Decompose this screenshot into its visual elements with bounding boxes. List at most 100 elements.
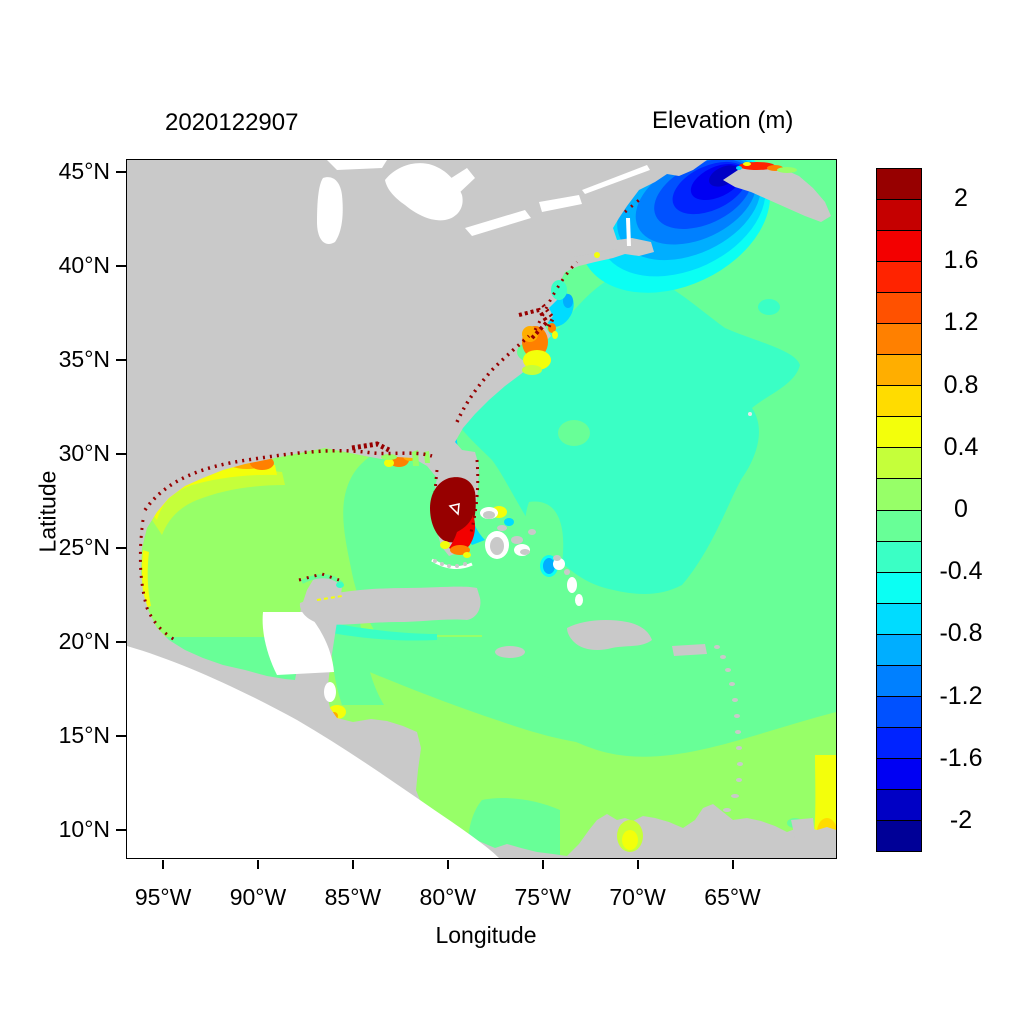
colorbar-segment xyxy=(877,478,921,510)
y-tick-label: 45°N xyxy=(58,158,110,185)
colorbar-tick-label: 1.2 xyxy=(943,308,979,337)
colorbar-segment xyxy=(877,633,921,665)
ocean-water xyxy=(127,160,836,858)
yucatan-north-band xyxy=(301,574,344,586)
y-tick-mark xyxy=(116,734,126,737)
ocean-bahama-cyan-spot xyxy=(504,518,514,526)
colorbar-segment xyxy=(877,664,921,696)
ocean-exuma-blue-spot xyxy=(543,558,555,574)
delaware-teal xyxy=(551,280,567,300)
elevation-map xyxy=(127,160,836,858)
ocean-hatteras-blue-dot xyxy=(563,294,573,308)
x-tick-label: 85°W xyxy=(324,884,382,910)
y-tick-label: 30°N xyxy=(58,440,110,467)
map-plot-area xyxy=(126,159,837,859)
plot-title-date: 2020122907 xyxy=(165,109,299,136)
great-lakes xyxy=(317,160,650,246)
ocean-caribbean-north-band xyxy=(317,622,672,745)
colorbar-tick-label: -2 xyxy=(949,805,973,834)
colorbar-segment xyxy=(877,602,921,634)
x-axis-label: Longitude xyxy=(435,922,537,948)
x-tick-mark xyxy=(541,860,544,869)
x-tick-mark xyxy=(351,860,354,869)
colorbar-segment xyxy=(877,169,921,200)
colorbar-segment xyxy=(877,695,921,727)
cuba-north-yellow-dash xyxy=(316,595,343,601)
land xyxy=(127,160,836,858)
apalachicola-bay xyxy=(381,454,397,460)
colorbar-segment xyxy=(877,199,921,231)
land-hispaniola xyxy=(567,620,652,650)
land-trinidad xyxy=(791,818,815,838)
colorbar-tick-label: 1.6 xyxy=(943,246,979,275)
colorbar xyxy=(876,168,922,852)
y-tick-mark xyxy=(116,453,126,456)
ocean-blob-green-tongue xyxy=(525,501,564,607)
land-bahamas xyxy=(480,507,583,606)
ocean-yucatan-channel xyxy=(331,615,384,705)
colorbar-segment xyxy=(877,292,921,324)
nodata-pacific xyxy=(127,646,499,858)
y-tick-mark xyxy=(116,171,126,174)
y-tick-label: 35°N xyxy=(58,346,110,373)
colorbar-segment xyxy=(877,354,921,386)
x-tick-mark xyxy=(731,860,734,869)
y-tick-mark xyxy=(116,640,126,643)
colorbar-segment xyxy=(877,726,921,758)
colorbar-tick-label: 0.8 xyxy=(943,370,979,399)
land-north-and-central-america xyxy=(127,160,836,858)
plot-title-elevation: Elevation (m) xyxy=(652,107,794,134)
y-tick-label: 20°N xyxy=(58,627,110,654)
y-tick-label: 15°N xyxy=(58,721,110,748)
colorbar-segment xyxy=(877,571,921,603)
y-tick-mark xyxy=(116,546,126,549)
land-nova-scotia xyxy=(723,163,831,222)
colorbar-tick-label: -1.2 xyxy=(939,681,983,710)
x-tick-label: 90°W xyxy=(229,884,287,910)
colorbar-tick-label: 2 xyxy=(954,184,968,213)
colorbar-tick-label: 0 xyxy=(954,495,968,523)
coastal-overlays xyxy=(138,162,797,852)
land-bermuda xyxy=(748,412,752,416)
x-tick-mark xyxy=(162,860,165,869)
colorbar-segment xyxy=(877,819,921,852)
y-tick-mark xyxy=(116,265,126,268)
ocean-small-negative-spot xyxy=(758,299,780,315)
colorbar-tick-label: 0.4 xyxy=(943,432,979,461)
colorbar-segment xyxy=(877,540,921,572)
chesapeake-yellow xyxy=(552,331,558,339)
x-tick-label: 95°W xyxy=(134,884,192,910)
colorbar-tick-label: -1.6 xyxy=(939,743,983,772)
colorbar-segment xyxy=(877,447,921,479)
colorbar-segment xyxy=(877,261,921,293)
lake-maracaibo xyxy=(617,820,643,852)
colorbar-segment xyxy=(877,385,921,417)
land-cuba xyxy=(299,586,481,625)
colorbar-segment xyxy=(877,757,921,789)
ocean-south-cuba-teal xyxy=(327,622,437,641)
nodata-belize xyxy=(324,682,336,702)
y-tick-mark xyxy=(116,359,126,362)
nodata-campeche xyxy=(262,612,334,675)
ocean-blob-green-hole xyxy=(558,420,590,446)
x-tick-mark xyxy=(446,860,449,869)
colorbar-segment xyxy=(877,230,921,262)
coastal-flood-speckles xyxy=(138,198,640,642)
colorbar-segment xyxy=(877,323,921,355)
land-puerto-rico xyxy=(672,644,707,656)
land-lesser-antilles xyxy=(714,645,743,812)
x-tick-label: 75°W xyxy=(514,884,571,910)
y-tick-mark xyxy=(116,828,126,831)
long-island-yellow xyxy=(594,252,600,258)
colorbar-segment xyxy=(877,416,921,448)
colorbar-segment xyxy=(877,509,921,541)
colorbar-tick-label: -0.8 xyxy=(939,619,983,648)
y-tick-label: 40°N xyxy=(58,252,110,279)
x-tick-mark xyxy=(636,860,639,869)
nodata-fonseca xyxy=(343,777,355,787)
colorbar-tick-label: -0.4 xyxy=(939,557,983,586)
x-tick-label: 70°W xyxy=(609,884,666,910)
x-tick-label: 65°W xyxy=(704,884,761,910)
south-florida-flood xyxy=(430,477,476,569)
